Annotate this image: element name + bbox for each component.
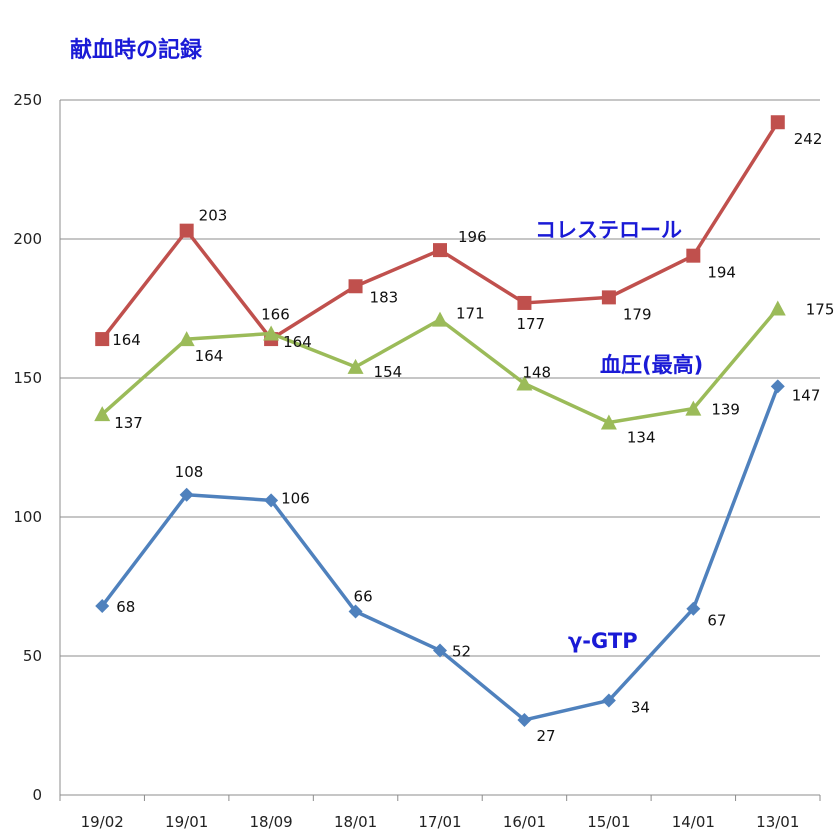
data-label: 175 [806, 301, 835, 319]
data-label: 154 [374, 363, 403, 381]
data-point-diamond [517, 712, 532, 727]
data-point-square [179, 223, 194, 238]
data-label: 177 [516, 315, 545, 333]
data-point-square [770, 115, 785, 130]
series-name-label: コレステロール [535, 218, 682, 242]
data-point-diamond [95, 598, 110, 613]
data-label: 34 [631, 698, 650, 716]
y-tick-label: 0 [32, 786, 42, 804]
data-point-diamond [770, 379, 785, 394]
data-point-diamond [686, 601, 701, 616]
data-point-diamond [179, 487, 194, 502]
data-point-diamond [264, 493, 279, 508]
data-label: 108 [175, 463, 204, 481]
data-point-triangle [178, 331, 195, 347]
y-tick-label: 150 [13, 369, 42, 387]
data-label: 66 [354, 588, 373, 606]
data-point-diamond [433, 643, 447, 658]
data-point-diamond [601, 693, 616, 708]
data-label: 179 [623, 305, 652, 323]
data-point-triangle [263, 325, 280, 341]
data-point-square [433, 243, 447, 258]
x-tick-label: 17/01 [418, 813, 461, 831]
data-point-triangle [516, 375, 533, 391]
series-name-label: 血圧(最高) [600, 353, 703, 377]
data-label: 164 [112, 331, 141, 349]
data-point-triangle [600, 414, 617, 430]
data-label: 171 [456, 305, 485, 323]
data-point-diamond [348, 604, 363, 619]
data-label: 68 [116, 598, 135, 616]
x-tick-label: 16/01 [503, 813, 546, 831]
series-line [100, 385, 780, 722]
data-label: 67 [707, 612, 726, 630]
y-tick-label: 50 [23, 647, 42, 665]
x-tick-label: 13/01 [756, 813, 799, 831]
data-point-square [686, 248, 701, 263]
y-tick-label: 100 [13, 508, 42, 526]
x-tick-label: 15/01 [587, 813, 630, 831]
data-point-triangle [432, 311, 448, 327]
data-label: 203 [199, 207, 228, 225]
data-label: 27 [536, 727, 555, 745]
data-label: 139 [711, 401, 740, 419]
data-label: 137 [114, 414, 143, 432]
series-name-label: γ-GTP [568, 629, 638, 653]
series-2 [95, 379, 785, 727]
data-label: 52 [452, 642, 471, 660]
data-label: 147 [792, 386, 821, 404]
series-1 [94, 300, 786, 430]
x-tick-label: 19/02 [81, 813, 124, 831]
data-point-triangle [94, 406, 111, 422]
grid-lines [60, 99, 820, 796]
data-label: 164 [283, 333, 312, 351]
y-tick-label: 200 [13, 230, 42, 248]
data-point-square [517, 295, 532, 310]
axes: 0 50 100 150 200 250 19/02 19/01 18/09 18/01 17/01… [13, 91, 821, 831]
data-point-square [601, 290, 616, 305]
data-label: 166 [261, 306, 290, 324]
data-label: 183 [370, 288, 399, 306]
data-label: 196 [458, 228, 487, 246]
data-label: 134 [627, 428, 656, 446]
series [94, 115, 786, 727]
data-label: 242 [794, 130, 823, 148]
x-tick-label: 18/09 [249, 813, 292, 831]
data-labels: 164 203 164 183 196 177 179 194 242 コレステロール 137 164… [112, 130, 834, 745]
data-point-triangle [769, 300, 786, 316]
data-label: 194 [707, 264, 736, 282]
data-point-triangle [685, 400, 702, 416]
data-point-triangle [347, 358, 364, 374]
chart-title: 献血時の記録 [70, 38, 203, 63]
data-point-square [95, 332, 110, 347]
data-point-square [348, 279, 363, 294]
x-tick-label: 19/01 [165, 813, 208, 831]
data-label: 148 [522, 364, 551, 382]
x-tick-label: 18/01 [334, 813, 377, 831]
y-tick-label: 250 [13, 91, 42, 109]
data-label: 164 [195, 347, 224, 365]
x-tick-label: 14/01 [672, 813, 715, 831]
data-label: 106 [281, 489, 310, 507]
